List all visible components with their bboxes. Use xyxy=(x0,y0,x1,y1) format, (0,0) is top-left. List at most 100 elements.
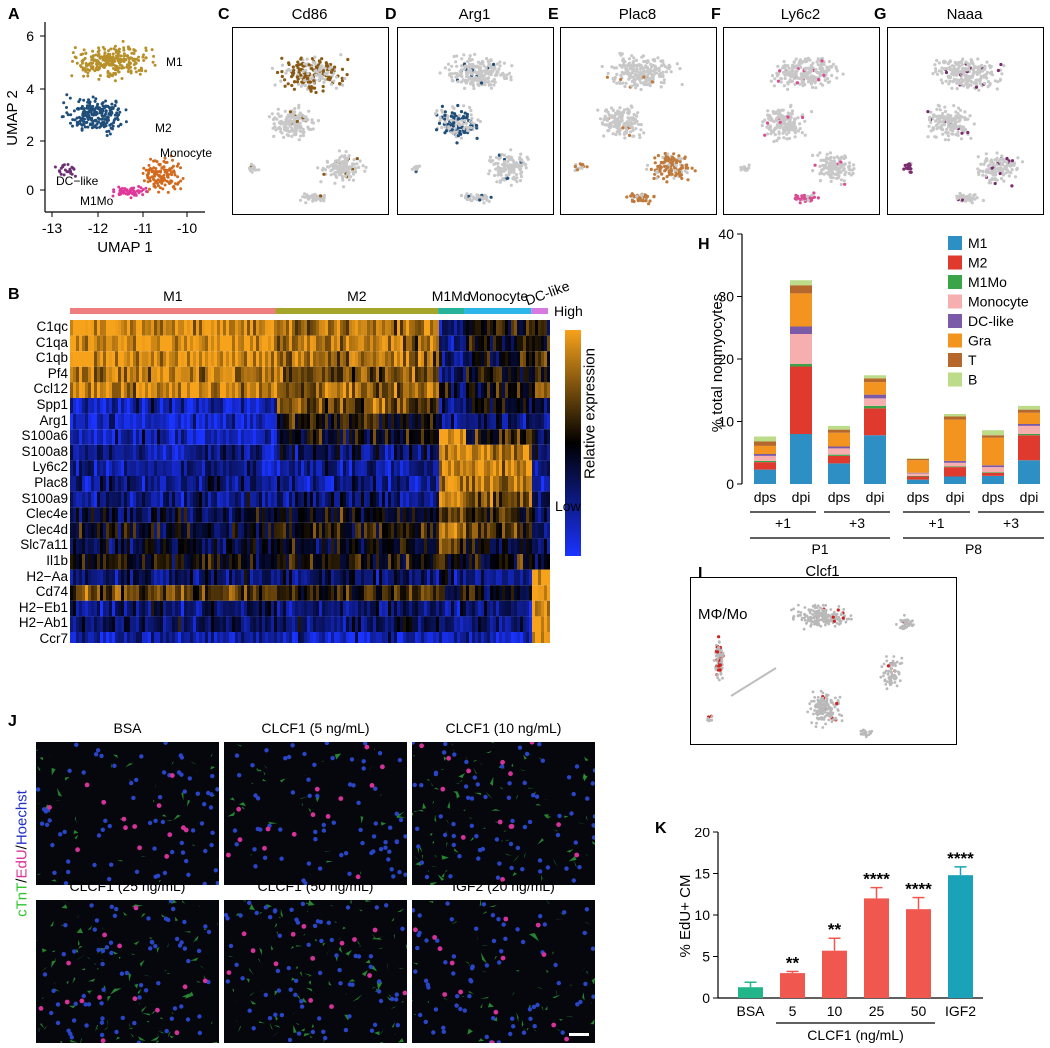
heatmap-cell xyxy=(199,413,202,430)
umap-point xyxy=(119,122,123,126)
expression-point xyxy=(811,61,815,65)
expression-point xyxy=(495,180,499,184)
expression-point xyxy=(791,63,795,67)
heatmap-cell xyxy=(184,398,187,414)
expression-point xyxy=(466,59,470,64)
heatmap-cell xyxy=(367,366,370,383)
heatmap-cell xyxy=(187,413,190,430)
heatmap-cell xyxy=(325,320,328,336)
heatmap-cell xyxy=(250,366,253,383)
heatmap-cell xyxy=(271,320,274,336)
expression-point xyxy=(509,78,513,82)
heatmap-cell xyxy=(121,382,124,398)
heatmap-cell xyxy=(547,320,550,336)
heatmap-cell xyxy=(274,320,277,336)
heatmap-cell xyxy=(220,444,223,461)
heatmap-cell xyxy=(367,382,370,398)
expression-point xyxy=(273,125,277,129)
heatmap-cell xyxy=(274,382,277,398)
expression-point xyxy=(500,152,504,157)
heatmap-cell xyxy=(373,335,376,352)
heatmap-cell xyxy=(463,382,466,398)
umap-point xyxy=(71,59,74,63)
heatmap-cell xyxy=(115,335,118,352)
umap-point xyxy=(91,95,95,99)
heatmap-cell xyxy=(394,335,397,352)
expression-point xyxy=(483,193,487,197)
heatmap-cell xyxy=(394,320,397,336)
heatmap-cell xyxy=(433,382,436,398)
heatmap-cell xyxy=(178,320,181,336)
heatmap-cell xyxy=(157,382,160,398)
expression-point xyxy=(790,109,794,113)
expression-point xyxy=(1002,179,1006,183)
heatmap-cell xyxy=(451,351,454,367)
expression-point xyxy=(452,54,456,59)
expression-point xyxy=(458,129,462,133)
expression-point xyxy=(459,80,463,84)
umap-point xyxy=(149,157,153,161)
heatmap-cell xyxy=(247,413,250,430)
heatmap-cell xyxy=(115,366,118,383)
expression-point xyxy=(829,175,833,180)
heatmap-cell xyxy=(97,429,100,445)
heatmap-cell xyxy=(103,413,106,430)
heatmap-cell xyxy=(382,382,385,398)
heatmap-cell xyxy=(415,366,418,383)
gene-label-16: H2−Aa xyxy=(26,568,68,584)
expression-point xyxy=(344,174,348,178)
heatmap-cell xyxy=(235,429,238,445)
expression-point xyxy=(270,66,274,70)
heatmap-cell xyxy=(235,382,238,398)
umap-point xyxy=(113,103,117,107)
heatmap-cell xyxy=(460,366,463,383)
heatmap-cell xyxy=(76,429,79,445)
heatmap-cell xyxy=(247,398,250,414)
heatmap-cell xyxy=(319,351,322,367)
heatmap-cell xyxy=(109,429,112,445)
expression-point xyxy=(483,82,487,87)
heatmap-cell xyxy=(157,429,160,445)
heatmap-cell xyxy=(544,320,547,336)
heatmap-cell xyxy=(307,351,310,367)
heatmap-cell xyxy=(109,335,112,352)
heatmap-cell xyxy=(202,444,205,461)
expression-point xyxy=(502,178,507,182)
heatmap-cell xyxy=(433,335,436,352)
heatmap-cell xyxy=(433,351,436,367)
heatmap-cell xyxy=(205,366,208,383)
expression-point xyxy=(456,134,460,138)
umap-point xyxy=(65,111,69,115)
expression-point xyxy=(993,181,997,186)
heatmap-cell xyxy=(355,351,358,367)
heatmap-cell xyxy=(493,335,496,352)
expression-point xyxy=(939,78,943,82)
heatmap-cell xyxy=(70,398,73,414)
heatmap-cell xyxy=(268,398,271,414)
feature-plot-cd86 xyxy=(232,27,389,215)
panel-label-f: F xyxy=(711,6,721,23)
heatmap-cell xyxy=(355,366,358,383)
heatmap-cell xyxy=(511,398,514,414)
expression-point xyxy=(632,112,636,117)
expression-point xyxy=(983,65,987,69)
heatmap-cell xyxy=(232,335,235,352)
expression-point xyxy=(602,118,606,122)
heatmap-cell xyxy=(499,320,502,336)
heatmap-cell xyxy=(346,429,349,445)
heatmap-cell xyxy=(343,398,346,414)
heatmap-cell xyxy=(298,320,301,336)
expression-point xyxy=(491,159,495,163)
expression-point xyxy=(518,179,523,183)
heatmap-cell xyxy=(292,398,295,414)
expression-point xyxy=(842,179,846,183)
heatmap-cell xyxy=(481,366,484,383)
expression-point xyxy=(631,60,635,64)
expression-point xyxy=(802,197,806,201)
heatmap-cell xyxy=(217,444,220,461)
heatmap-cell xyxy=(520,413,523,430)
expression-point xyxy=(469,108,473,113)
heatmap-cell xyxy=(445,320,448,336)
heatmap-cell xyxy=(211,444,214,461)
expression-point xyxy=(314,68,318,73)
